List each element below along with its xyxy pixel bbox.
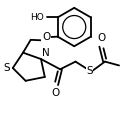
Text: HO: HO xyxy=(30,13,44,22)
Text: O: O xyxy=(51,89,59,98)
Text: O: O xyxy=(97,33,105,43)
Text: S: S xyxy=(86,66,93,76)
Text: S: S xyxy=(4,63,10,73)
Text: O: O xyxy=(42,32,50,42)
Text: N: N xyxy=(42,48,50,58)
